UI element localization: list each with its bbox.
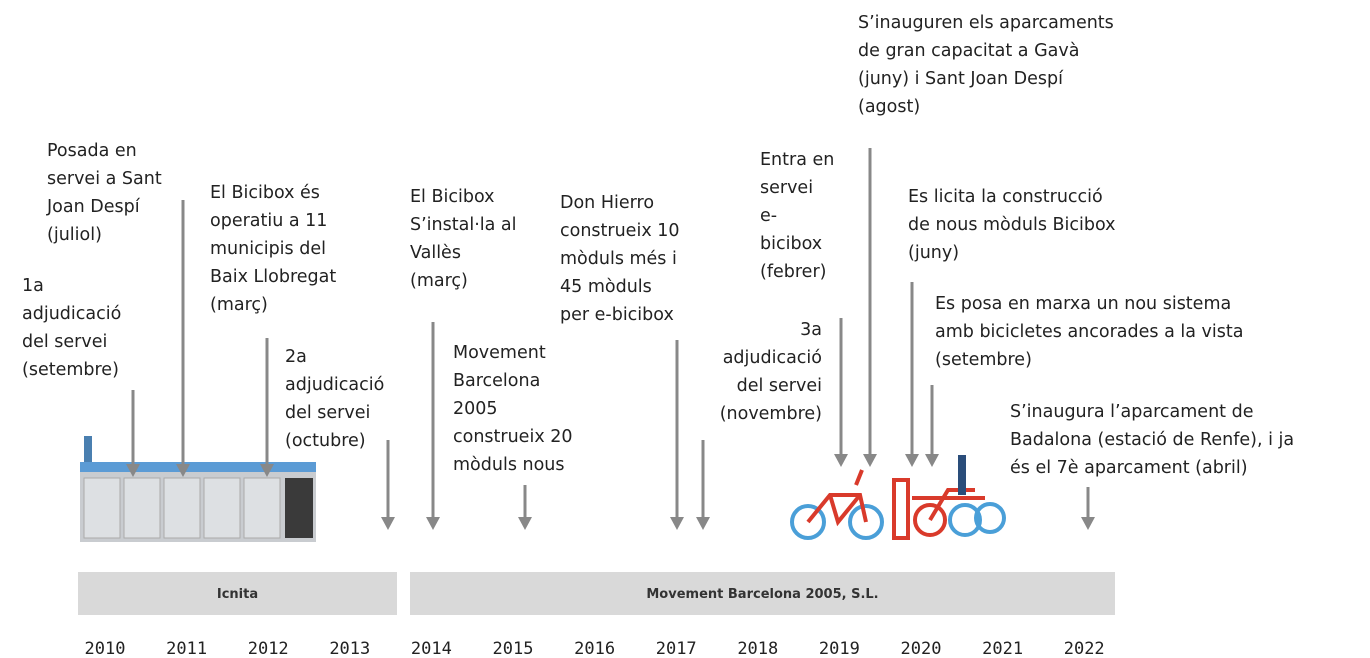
arrow-head bbox=[925, 454, 939, 467]
event-text: bicibox bbox=[760, 234, 822, 254]
arrow-head bbox=[381, 517, 395, 530]
year-label: 2010 bbox=[85, 639, 126, 658]
event-text: mòduls més i bbox=[560, 249, 677, 269]
event-text: Vallès bbox=[410, 243, 461, 263]
arrow-head bbox=[426, 517, 440, 530]
event-text: 3a bbox=[800, 320, 822, 340]
event-text: Posada en bbox=[47, 141, 137, 161]
event-text: per e-bicibox bbox=[560, 305, 674, 325]
event-text: amb bicicletes ancorades a la vista bbox=[935, 322, 1243, 342]
event-text: construeix 20 bbox=[453, 427, 573, 447]
event-text: adjudicació bbox=[285, 375, 384, 395]
year-label: 2022 bbox=[1064, 639, 1105, 658]
event-text: El Bicibox bbox=[410, 187, 494, 207]
bikes bbox=[792, 455, 1004, 538]
year-label: 2021 bbox=[982, 639, 1023, 658]
event-text: del servei bbox=[737, 376, 822, 396]
event-text: servei bbox=[760, 178, 813, 198]
timeline: 1a adjudicació del servei (setembre) Posada … bbox=[0, 0, 1370, 658]
event-text: construeix 10 bbox=[560, 221, 680, 241]
year-label: 2011 bbox=[166, 639, 207, 658]
event-text: (octubre) bbox=[285, 431, 366, 451]
event-text: adjudicació bbox=[723, 348, 822, 368]
arrow-head bbox=[696, 517, 710, 530]
year-label: 2017 bbox=[656, 639, 697, 658]
bicibox-module bbox=[80, 436, 316, 542]
event-text: de nous mòduls Bicibox bbox=[908, 215, 1116, 235]
event-text: Es licita la construcció bbox=[908, 187, 1103, 207]
event-text: (juliol) bbox=[47, 225, 102, 245]
event-text: Entra en bbox=[760, 150, 834, 170]
event-text: Don Hierro bbox=[560, 193, 654, 213]
event-text: (agost) bbox=[858, 97, 920, 117]
arrow-head bbox=[905, 454, 919, 467]
event-text: municipis del bbox=[210, 239, 326, 259]
arrow-head bbox=[834, 454, 848, 467]
arrow-head bbox=[670, 517, 684, 530]
event-text: S’inauguren els aparcaments bbox=[858, 13, 1114, 33]
year-label: 2020 bbox=[901, 639, 942, 658]
event-text: (setembre) bbox=[935, 350, 1032, 370]
event-text: (setembre) bbox=[22, 360, 119, 380]
event-text: del servei bbox=[285, 403, 370, 423]
event-text: e- bbox=[760, 206, 777, 226]
event-text: 1a bbox=[22, 276, 44, 296]
year-label: 2013 bbox=[329, 639, 370, 658]
event-text: S’inaugura l’aparcament de bbox=[1010, 402, 1253, 422]
event-text: Joan Despí bbox=[46, 197, 141, 217]
event-text: Es posa en marxa un nou sistema bbox=[935, 294, 1231, 314]
event-text: (març) bbox=[210, 295, 268, 315]
event-text: Badalona (estació de Renfe), i ja bbox=[1010, 430, 1294, 450]
year-label: 2014 bbox=[411, 639, 452, 658]
event-text: 45 mòduls bbox=[560, 277, 652, 297]
event-text: és el 7è aparcament (abril) bbox=[1010, 458, 1248, 478]
arrow-head bbox=[1081, 517, 1095, 530]
event-text: operatiu a 11 bbox=[210, 211, 327, 231]
event-text: adjudicació bbox=[22, 304, 121, 324]
event-text: mòduls nous bbox=[453, 455, 565, 475]
event-text: del servei bbox=[22, 332, 107, 352]
year-label: 2018 bbox=[737, 639, 778, 658]
year-label: 2015 bbox=[493, 639, 534, 658]
event-text: Barcelona bbox=[453, 371, 540, 391]
year-label: 2019 bbox=[819, 639, 860, 658]
arrow-head bbox=[518, 517, 532, 530]
event-text: (juny) i Sant Joan Despí bbox=[858, 69, 1064, 89]
event-text: 2a bbox=[285, 347, 307, 367]
arrow-head bbox=[863, 454, 877, 467]
period-label: Icnita bbox=[217, 587, 258, 602]
period-label: Movement Barcelona 2005, S.L. bbox=[646, 587, 878, 602]
event-text: El Bicibox és bbox=[210, 183, 320, 203]
event-text: servei a Sant bbox=[47, 169, 162, 189]
event-text: de gran capacitat a Gavà bbox=[858, 41, 1079, 61]
event-text: (febrer) bbox=[760, 262, 826, 282]
event-text: (novembre) bbox=[720, 404, 822, 424]
year-label: 2016 bbox=[574, 639, 615, 658]
event-text: (juny) bbox=[908, 243, 959, 263]
event-text: Baix Llobregat bbox=[210, 267, 336, 287]
event-text: (març) bbox=[410, 271, 468, 291]
year-label: 2012 bbox=[248, 639, 289, 658]
event-text: 2005 bbox=[453, 399, 498, 419]
event-text: S’instal·la al bbox=[410, 215, 517, 235]
event-text: Movement bbox=[453, 343, 546, 363]
